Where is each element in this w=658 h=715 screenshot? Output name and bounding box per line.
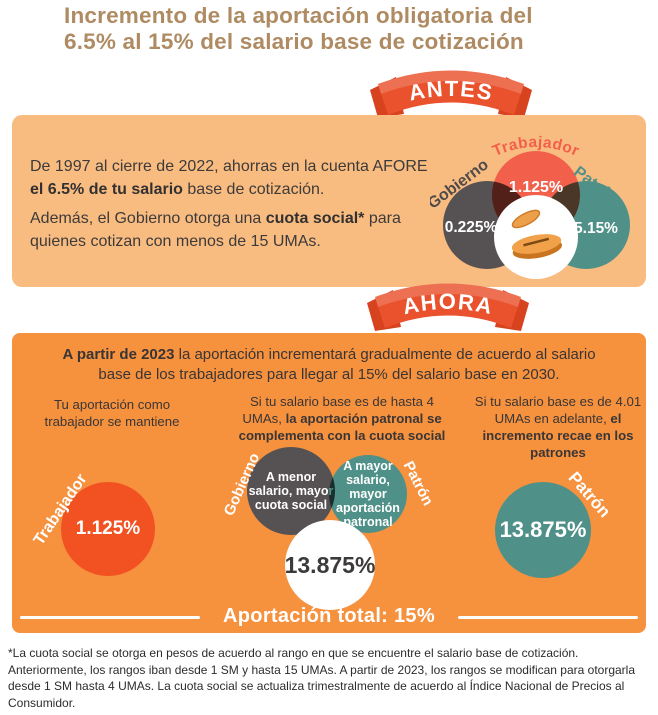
patron-value: 13.875% xyxy=(499,517,587,542)
before-p1-text: De 1997 al cierre de 2022, ahorras en la… xyxy=(30,158,428,175)
venn-patron-value: 5.15% xyxy=(574,220,618,237)
now-section: A partir de 2023 la aportación increment… xyxy=(12,333,646,633)
before-p1-tail: base de cotización. xyxy=(182,181,325,198)
aportacion-patronal-text: A mayor salario, mayor aportación patron… xyxy=(336,459,400,529)
now-intro-text: la aportación incrementará gradualmente … xyxy=(98,346,596,383)
footnotes: *La cuota social se otorga en pesos de a… xyxy=(8,645,654,715)
total-divider-left xyxy=(20,616,200,619)
ribbon-banner-icon: AHORA xyxy=(367,283,529,331)
before-paragraph-1: De 1997 al cierre de 2022, ahorras en la… xyxy=(30,155,442,201)
combined-value-circle: 13.875% xyxy=(285,520,375,610)
ribbon-banner-icon: ANTES xyxy=(370,70,532,118)
col2-heading: Si tu salario base es de hasta 4 UMAs, l… xyxy=(230,393,454,444)
antes-ribbon: ANTES xyxy=(366,64,536,122)
middle-venn: A menor salario, mayor cuota social A ma… xyxy=(182,433,482,623)
svg-text:ANTES: ANTES xyxy=(407,76,496,106)
venn-trabajador-value: 1.125% xyxy=(509,179,563,196)
before-p1-bold: el 6.5% de tu salario xyxy=(30,181,183,198)
page-title: Incremento de la aportación obligatoria … xyxy=(64,3,533,55)
total-contribution-label: Aportación total: 15% xyxy=(223,605,435,627)
antes-ribbon-label: ANTES xyxy=(407,76,494,106)
col2-heading-text: Si tu salario base es de hasta 4 UMAs, xyxy=(242,394,434,426)
trabajador-value-circle: 1.125% xyxy=(61,482,155,576)
col2-heading-bold: la aportación patronal se complementa co… xyxy=(238,411,446,443)
trabajador-value: 1.125% xyxy=(75,518,141,539)
page-title-line2: 6.5% al 15% del salario base de cotizaci… xyxy=(64,29,524,54)
now-intro-bold: A partir de 2023 xyxy=(62,346,175,363)
aportacion-patronal-circle: A mayor salario, mayor aportación patron… xyxy=(329,455,407,533)
coins-icon xyxy=(511,209,563,259)
contribution-venn-diagram: Trabajador Gobierno Patrón 1.125% 0.225%… xyxy=(430,134,630,279)
before-p2-tail: para quienes cotizan con menos de 15 UMA… xyxy=(30,210,401,250)
now-intro: A partir de 2023 la aportación increment… xyxy=(12,345,646,385)
col3-heading-bold: el incremento recae en los patrones xyxy=(482,411,634,460)
before-p2-bold: cuota social* xyxy=(265,210,365,227)
before-paragraph-2: Además, el Gobierno otorga una cuota soc… xyxy=(30,207,442,253)
patron-value-circle: 13.875% xyxy=(495,482,591,578)
before-section: De 1997 al cierre de 2022, ahorras en la… xyxy=(12,115,646,287)
cuota-social-text: A menor salario, mayor cuota social xyxy=(248,470,334,512)
col3-heading: Si tu salario base es de 4.01 UMAs en ad… xyxy=(460,393,656,461)
col1-heading: Tu aportación como trabajador se mantien… xyxy=(44,397,180,429)
page-title-line1: Incremento de la aportación obligatoria … xyxy=(64,3,533,28)
venn-gobierno-value: 0.225% xyxy=(445,219,498,236)
total-divider-right xyxy=(458,616,638,619)
cuota-social-footnote: *La cuota social se otorga en pesos de a… xyxy=(8,646,636,710)
before-p2-text: Además, el Gobierno otorga una xyxy=(30,210,266,227)
col3-heading-text: Si tu salario base es de 4.01 UMAs en ad… xyxy=(474,394,642,426)
combined-value: 13.875% xyxy=(284,551,376,578)
ahora-ribbon: AHORA xyxy=(363,277,533,335)
